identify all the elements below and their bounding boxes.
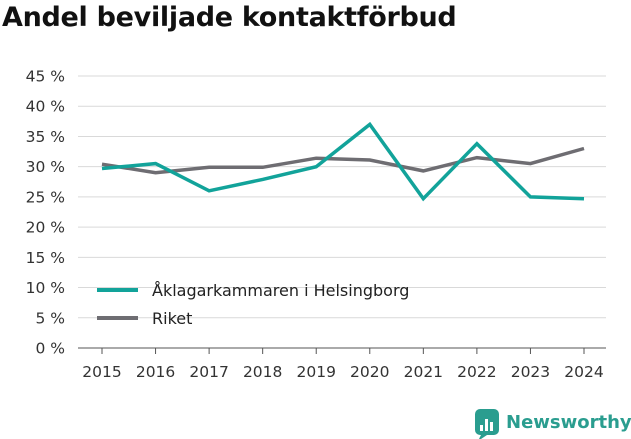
legend: Åklagarkammaren i Helsingborg Riket [97,281,409,328]
x-tick-label: 2018 [243,363,282,381]
x-tick-label: 2019 [296,363,335,381]
x-tick-label: 2016 [136,363,175,381]
newsworthy-logo: Newsworthy [475,409,631,439]
y-axis-ticks: 0 % 5 % 10 % 15 % 20 % 25 % 30 % 35 % 40 % 45 % [26,68,65,358]
x-tick-label: 2023 [511,363,550,381]
x-tick-label: 2022 [457,363,496,381]
y-tick-label: 45 % [26,68,65,86]
y-tick-label: 40 % [26,98,65,116]
brand-name: Newsworthy [506,412,631,433]
y-tick-label: 25 % [26,188,65,206]
y-tick-label: 5 % [35,309,65,327]
y-tick-label: 30 % [26,158,65,176]
y-tick-label: 0 % [35,340,65,358]
legend-label: Riket [152,309,192,328]
y-tick-label: 10 % [26,279,65,297]
chart-title: Andel beviljade kontaktförbud [2,2,457,33]
x-tick-label: 2021 [404,363,443,381]
series-line-riket [101,146,585,175]
x-tick-label: 2020 [350,363,389,381]
x-tick-label: 2015 [82,363,121,381]
x-axis-ticks: 2015 2016 2017 2018 2019 2020 2021 2022 2023 2024 [82,348,604,381]
y-tick-label: 35 % [26,128,65,146]
series-line-helsingborg [101,121,585,202]
x-tick-label: 2024 [564,363,603,381]
series-lines [101,121,585,202]
x-tick-label: 2017 [189,363,228,381]
y-tick-label: 15 % [26,249,65,267]
gridlines [78,75,606,349]
y-tick-label: 20 % [26,219,65,237]
badge-tail [479,435,487,439]
legend-label: Åklagarkammaren i Helsingborg [152,281,409,300]
